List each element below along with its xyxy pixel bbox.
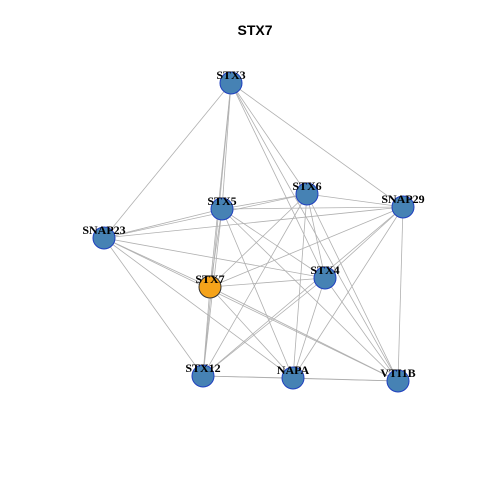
node: [92, 226, 116, 250]
edge: [202, 82, 232, 377]
node: [391, 195, 415, 219]
edge: [230, 82, 399, 382]
nodes: STX3 STX6 SNAP29 STX5 SNAP23 STX4 STX7 STX12 NAP…: [82, 68, 425, 393]
node: [313, 266, 337, 290]
edge: [103, 208, 223, 239]
node: [191, 364, 215, 388]
edge: [202, 193, 308, 377]
node-label: SNAP23: [82, 223, 125, 237]
edges: [103, 82, 404, 382]
edge: [103, 193, 308, 239]
edge: [230, 82, 308, 195]
edge: [324, 206, 404, 279]
edge: [103, 237, 294, 379]
edge: [221, 208, 399, 382]
edge: [306, 193, 399, 382]
edge: [306, 193, 326, 279]
node: [210, 197, 234, 221]
edge: [221, 208, 326, 279]
edge: [221, 206, 404, 210]
edge: [292, 377, 399, 382]
edge: [103, 206, 404, 239]
node: [219, 71, 243, 95]
edge: [209, 193, 308, 288]
title: STX7: [237, 22, 272, 38]
edge: [324, 277, 399, 382]
edge: [397, 206, 404, 382]
node-label: SNAP29: [381, 192, 424, 206]
edge: [209, 277, 326, 288]
edge: [103, 82, 232, 239]
edge: [292, 277, 326, 379]
edge: [209, 206, 404, 288]
edge: [292, 193, 308, 379]
node-label: NAPA: [277, 363, 310, 377]
edge: [306, 193, 404, 208]
node-label: STX12: [185, 361, 220, 375]
edge: [221, 193, 308, 210]
node-label: STX4: [310, 263, 339, 277]
node-label: STX5: [207, 194, 236, 208]
node-label: STX3: [216, 68, 245, 82]
edge: [221, 208, 294, 379]
edge: [202, 277, 326, 377]
edge: [103, 237, 204, 377]
edge: [209, 286, 399, 382]
node-label: STX6: [292, 179, 321, 193]
edge: [202, 206, 404, 377]
edge: [209, 208, 223, 288]
node: [295, 182, 319, 206]
edge: [103, 237, 399, 382]
node: [386, 369, 410, 393]
edge: [292, 206, 404, 379]
node: [198, 275, 222, 299]
node-label: VTI1B: [380, 366, 415, 380]
edge: [230, 82, 404, 208]
node-label: STX7: [195, 272, 224, 286]
edge: [221, 82, 232, 210]
edge: [202, 286, 211, 377]
node: [281, 366, 305, 390]
edge: [209, 286, 294, 379]
